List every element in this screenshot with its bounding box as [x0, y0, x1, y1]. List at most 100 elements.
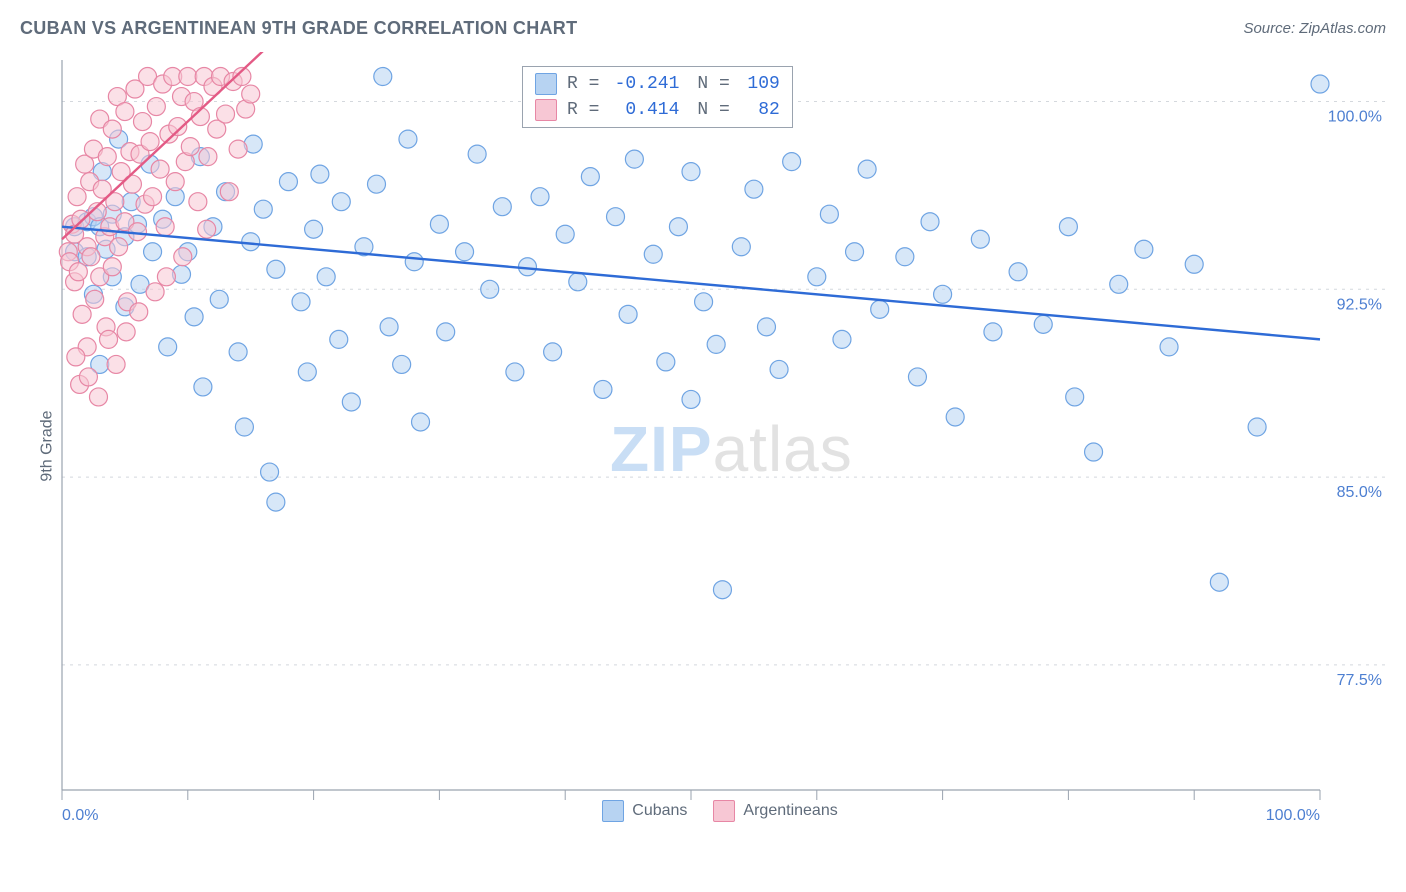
data-point [783, 153, 801, 171]
data-point [179, 68, 197, 86]
data-point [896, 248, 914, 266]
y-tick-label: 92.5% [1337, 296, 1382, 313]
plot-area: 77.5%85.0%92.5%100.0%0.0%100.0% ZIPatlas… [50, 52, 1390, 822]
data-point [1160, 338, 1178, 356]
data-point [1059, 218, 1077, 236]
data-point [147, 98, 165, 116]
data-point [332, 193, 350, 211]
stats-row: R =0.414N =82 [535, 97, 780, 123]
data-point [89, 388, 107, 406]
data-point [141, 133, 159, 151]
source-label: Source: ZipAtlas.com [1243, 20, 1386, 37]
data-point [185, 308, 203, 326]
data-point [311, 165, 329, 183]
data-point [556, 225, 574, 243]
legend-item: Argentineans [713, 800, 837, 822]
y-tick-label: 100.0% [1328, 109, 1382, 126]
data-point [569, 273, 587, 291]
chart-header: CUBAN VS ARGENTINEAN 9TH GRADE CORRELATI… [20, 18, 1386, 39]
data-point [625, 150, 643, 168]
data-point [657, 353, 675, 371]
data-point [1135, 240, 1153, 258]
data-point [984, 323, 1002, 341]
data-point [189, 193, 207, 211]
data-point [330, 330, 348, 348]
data-point [380, 318, 398, 336]
chart-title: CUBAN VS ARGENTINEAN 9TH GRADE CORRELATI… [20, 18, 577, 39]
data-point [808, 268, 826, 286]
data-point [1185, 255, 1203, 273]
data-point [493, 198, 511, 216]
y-tick-label: 85.0% [1337, 484, 1382, 501]
data-point [921, 213, 939, 231]
data-point [1311, 75, 1329, 93]
data-point [67, 348, 85, 366]
data-point [261, 463, 279, 481]
stats-swatch [535, 73, 557, 95]
data-point [456, 243, 474, 261]
data-point [157, 268, 175, 286]
data-point [73, 305, 91, 323]
data-point [242, 85, 260, 103]
data-point [198, 220, 216, 238]
data-point [393, 355, 411, 373]
data-point [144, 188, 162, 206]
data-point [342, 393, 360, 411]
data-point [1210, 573, 1228, 591]
data-point [174, 248, 192, 266]
data-point [713, 581, 731, 599]
data-point [757, 318, 775, 336]
legend-label: Cubans [632, 802, 687, 820]
data-point [98, 148, 116, 166]
data-point [481, 280, 499, 298]
data-point [166, 173, 184, 191]
data-point [374, 68, 392, 86]
data-point [971, 230, 989, 248]
data-point [146, 283, 164, 301]
data-point [581, 168, 599, 186]
data-point [770, 360, 788, 378]
data-point [229, 343, 247, 361]
data-point [745, 180, 763, 198]
data-point [254, 200, 272, 218]
data-point [159, 338, 177, 356]
data-point [412, 413, 430, 431]
data-point [1066, 388, 1084, 406]
data-point [1009, 263, 1027, 281]
data-point [607, 208, 625, 226]
data-point [156, 218, 174, 236]
stats-r-value: -0.241 [609, 74, 679, 94]
data-point [103, 120, 121, 138]
data-point [107, 355, 125, 373]
data-point [946, 408, 964, 426]
stats-n-label: N = [697, 74, 729, 94]
data-point [544, 343, 562, 361]
data-point [69, 263, 87, 281]
data-point [279, 173, 297, 191]
data-point [181, 138, 199, 156]
data-point [644, 245, 662, 263]
legend-item: Cubans [602, 800, 687, 822]
data-point [833, 330, 851, 348]
stats-n-value: 109 [740, 74, 780, 94]
data-point [619, 305, 637, 323]
data-point [430, 215, 448, 233]
data-point [267, 260, 285, 278]
y-tick-label: 77.5% [1337, 672, 1382, 689]
correlation-stats-box: R =-0.241N =109R =0.414N =82 [522, 66, 793, 128]
data-point [506, 363, 524, 381]
data-point [100, 330, 118, 348]
data-point [594, 380, 612, 398]
data-point [1248, 418, 1266, 436]
data-point [110, 238, 128, 256]
data-point [405, 253, 423, 271]
data-point [68, 188, 86, 206]
data-point [220, 183, 238, 201]
data-point [242, 233, 260, 251]
data-point [317, 268, 335, 286]
scatter-svg: 77.5%85.0%92.5%100.0%0.0%100.0% [50, 52, 1390, 822]
data-point [682, 390, 700, 408]
stats-r-label: R = [567, 100, 599, 120]
data-point [72, 210, 90, 228]
stats-r-value: 0.414 [609, 100, 679, 120]
